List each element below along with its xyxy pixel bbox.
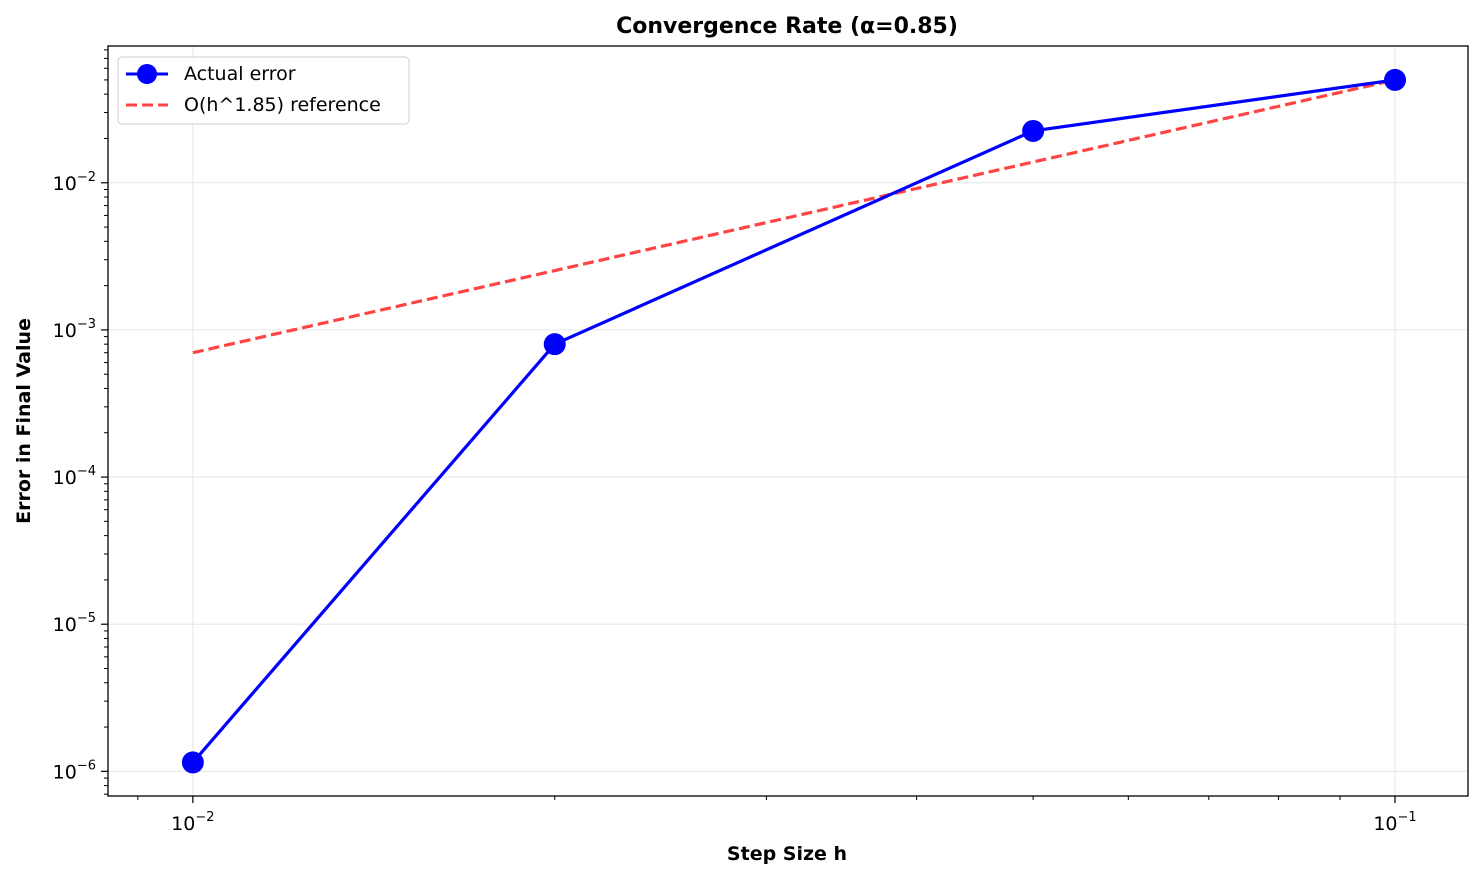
legend-marker-actual-error [137, 64, 157, 84]
legend-label-actual-error: Actual error [184, 63, 296, 85]
legend-label-reference: O(h^1.85) reference [184, 94, 381, 116]
plot-frame [107, 45, 1469, 797]
y-tick-label: 10−3 [53, 317, 96, 342]
x-axis-label: Step Size h [727, 843, 847, 865]
y-tick-label: 10−2 [53, 170, 96, 195]
y-tick-label: 10−6 [53, 758, 96, 783]
x-tick-label: 10−2 [171, 810, 214, 835]
y-tick-label: 10−5 [53, 611, 96, 636]
grid-lines [108, 46, 1468, 796]
chart-title: Convergence Rate (α=0.85) [616, 14, 958, 39]
y-axis-label: Error in Final Value [13, 318, 35, 524]
series-actual-error-point [1022, 119, 1045, 142]
y-tick-label: 10−4 [53, 464, 96, 489]
series-layer [181, 68, 1407, 774]
series-actual-error-point [1384, 68, 1407, 91]
series-actual-error-line [191, 78, 1396, 764]
legend-box [117, 56, 410, 125]
axis-ticks: 10−2 10−1 10−6 10−5 10−4 10−3 10−2 [53, 49, 1417, 835]
x-tick-label: 10−1 [1373, 810, 1416, 835]
legend: Actual error O(h^1.85) reference [117, 56, 410, 125]
series-reference-line [192, 78, 1396, 355]
series-actual-error-point [543, 333, 566, 356]
series-actual-error-point [181, 751, 204, 774]
